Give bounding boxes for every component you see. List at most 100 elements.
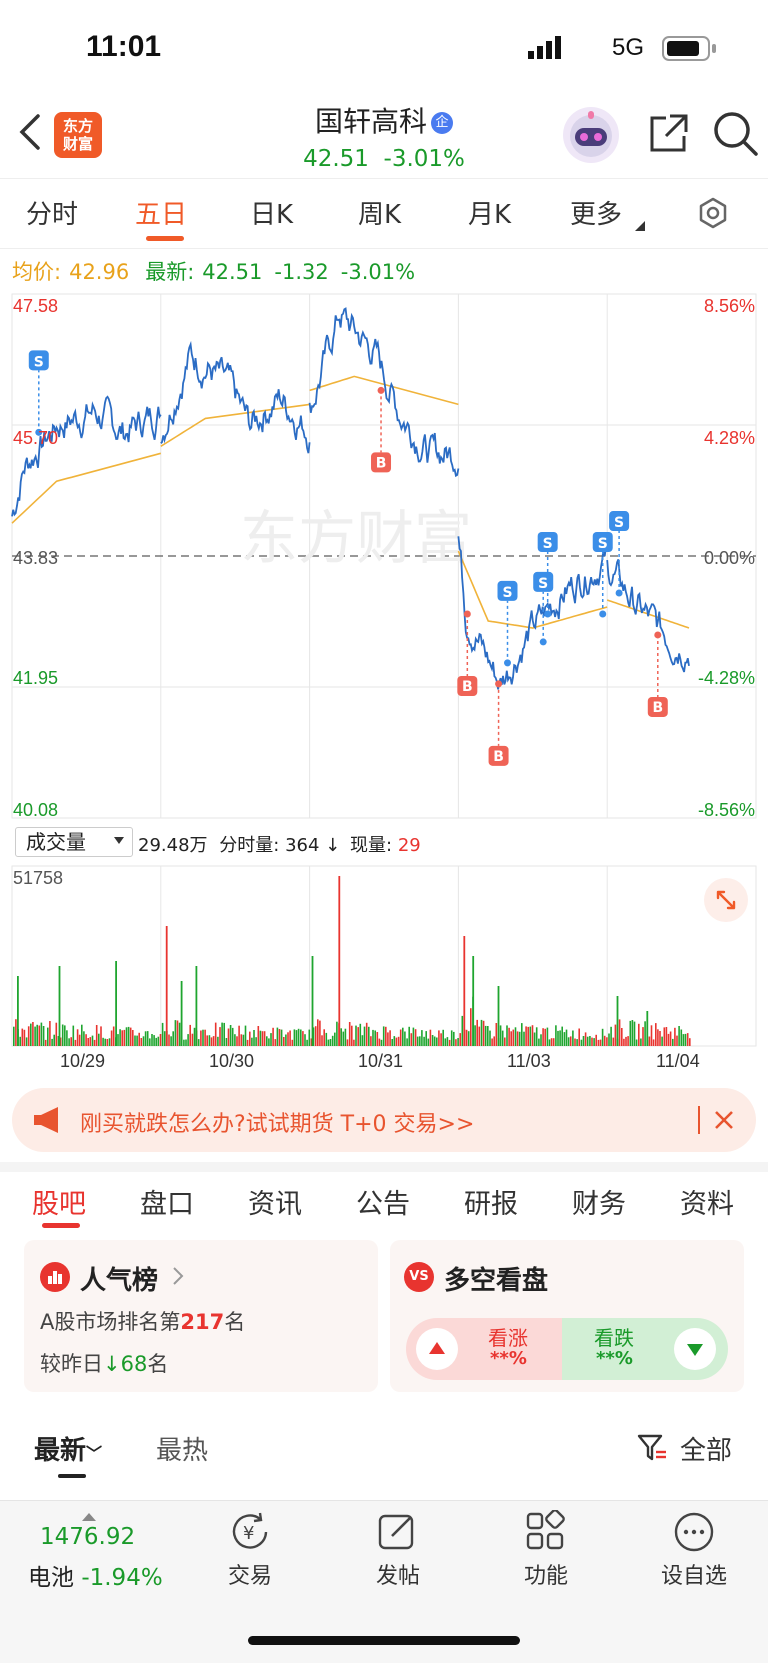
volume-bar xyxy=(499,1025,502,1046)
volume-max-label: 51758 xyxy=(13,868,64,888)
robot-avatar-icon[interactable] xyxy=(562,106,620,168)
volume-bar xyxy=(197,1039,200,1046)
volume-bar xyxy=(540,1034,542,1046)
filter-icon[interactable] xyxy=(636,1432,668,1468)
tab-weekly-k[interactable]: 周K xyxy=(358,200,402,230)
volume-bar xyxy=(399,1029,402,1046)
bearish-label: 看跌 xyxy=(594,1326,634,1350)
volume-bar xyxy=(272,1027,274,1046)
post-icon[interactable] xyxy=(376,1510,420,1558)
nav-post[interactable]: 发帖 xyxy=(375,1564,420,1589)
marker-label: S xyxy=(543,536,553,552)
marker-label: B xyxy=(376,455,387,471)
promo-text[interactable]: 刚买就跌怎么办?试试期货 T+0 交易>> xyxy=(80,1112,475,1137)
volume-bar xyxy=(578,1028,580,1046)
date-label-3: 11/03 xyxy=(507,1051,551,1071)
volume-bar xyxy=(121,1030,123,1046)
volume-bar xyxy=(306,1039,308,1046)
tab-profile[interactable]: 资料 xyxy=(680,1189,734,1220)
promo-banner[interactable] xyxy=(12,1088,756,1152)
volume-bar xyxy=(64,1025,66,1046)
close-icon[interactable] xyxy=(714,1110,734,1134)
volume-bar xyxy=(132,1030,134,1046)
nav-trade[interactable]: 交易 xyxy=(227,1564,272,1589)
popularity-card[interactable] xyxy=(24,1240,378,1392)
marker-label: B xyxy=(462,679,473,695)
y-tick-right-3: -4.28% xyxy=(697,668,755,688)
search-icon[interactable] xyxy=(712,110,760,162)
down-arrow-icon: ↓ xyxy=(103,1352,121,1376)
volume-bar xyxy=(238,1025,240,1046)
tab-monthly-k[interactable]: 月K xyxy=(468,200,512,230)
volume-bar xyxy=(661,1036,663,1046)
nav-add-watchlist[interactable]: 设自选 xyxy=(660,1564,727,1589)
stock-price: 42.51 -3.01% xyxy=(303,146,465,172)
volume-total: 29.48万 xyxy=(138,835,208,856)
trade-icon[interactable]: ¥ xyxy=(228,1510,272,1558)
volume-bar xyxy=(325,1032,328,1046)
feed-tab-indicator xyxy=(58,1474,86,1478)
tab-finance[interactable]: 财务 xyxy=(572,1189,626,1220)
fenshi-arrow: ↓ xyxy=(325,835,341,856)
nav-functions[interactable]: 功能 xyxy=(523,1564,568,1589)
volume-bar xyxy=(576,1039,578,1046)
fenshi-label: 分时量: xyxy=(219,835,280,856)
volume-bar xyxy=(589,1036,591,1046)
tab-more[interactable]: 更多 xyxy=(570,200,623,230)
volume-bar xyxy=(442,1029,444,1046)
date-label-4: 11/04 xyxy=(656,1051,700,1071)
index-line[interactable]: 电池 -1.94% xyxy=(28,1558,163,1592)
volume-bar xyxy=(55,1022,58,1046)
tab-guba[interactable]: 股吧 xyxy=(32,1189,86,1220)
tab-news[interactable]: 资讯 xyxy=(248,1189,302,1220)
feed-tab-hot[interactable]: 最热 xyxy=(156,1436,209,1466)
volume-bar xyxy=(478,1026,481,1046)
volume-bar xyxy=(208,1035,211,1046)
volume-bar xyxy=(287,1032,289,1046)
volume-bar xyxy=(38,1025,41,1046)
volume-bar xyxy=(136,1035,138,1046)
tab-research[interactable]: 研报 xyxy=(464,1189,518,1220)
expand-icon[interactable] xyxy=(704,878,748,922)
volume-bar xyxy=(251,1037,253,1046)
volume-bar xyxy=(603,1035,606,1046)
volume-bar xyxy=(642,1027,644,1046)
feed-filter-all[interactable]: 全部 xyxy=(680,1436,733,1466)
tab-daily-k[interactable]: 日K xyxy=(250,200,294,230)
index-value[interactable]: 1476.92 xyxy=(40,1524,136,1550)
avg-line-day-3 xyxy=(457,550,608,629)
functions-icon[interactable] xyxy=(524,1509,568,1558)
settings-icon[interactable] xyxy=(696,196,730,234)
volume-bar xyxy=(342,1031,345,1046)
share-icon[interactable] xyxy=(646,112,690,160)
tab-announcement[interactable]: 公告 xyxy=(356,1189,410,1220)
volume-bar xyxy=(246,1039,249,1046)
volume-bar xyxy=(19,1036,21,1046)
y-tick-right-0: 8.56% xyxy=(703,296,755,316)
volume-indicator-select[interactable]: 成交量 xyxy=(15,827,133,857)
tab-pankou[interactable]: 盘口 xyxy=(140,1189,194,1220)
volume-bar xyxy=(217,1036,219,1046)
volume-bar xyxy=(15,1019,17,1046)
tab-fenshi[interactable]: 分时 xyxy=(26,200,79,230)
app-logo[interactable]: 东方 财富 xyxy=(54,112,102,158)
quote-line: 均价: 42.96 最新: 42.51 -1.32 -3.01% xyxy=(12,256,415,286)
add-watchlist-icon[interactable] xyxy=(672,1510,716,1558)
volume-bar xyxy=(351,1025,353,1046)
volume-bar xyxy=(633,1021,636,1046)
volume-bar xyxy=(446,1037,449,1046)
change-suffix: 名 xyxy=(147,1352,169,1376)
volume-bar xyxy=(323,1029,325,1046)
latest-label: 最新: xyxy=(145,260,195,284)
marker-dot xyxy=(495,680,503,688)
volume-bar xyxy=(521,1023,523,1046)
tab-five-day[interactable]: 五日 xyxy=(135,200,188,230)
volume-bar xyxy=(61,1024,64,1046)
feed-tab-latest[interactable]: 最新﹀ xyxy=(34,1430,102,1467)
back-icon[interactable] xyxy=(16,112,44,156)
volume-bar xyxy=(640,1038,642,1046)
bearish-value: **% xyxy=(596,1348,633,1369)
volume-bar xyxy=(597,1039,600,1046)
vs-icon: VS xyxy=(404,1262,434,1292)
